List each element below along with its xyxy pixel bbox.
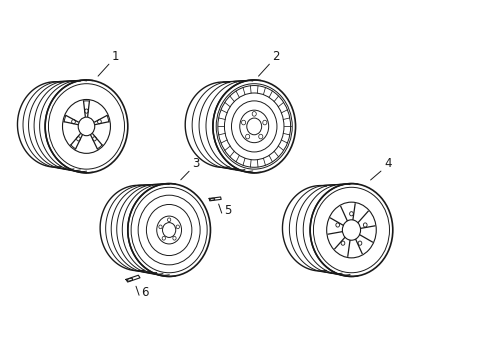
- Text: 6: 6: [141, 286, 148, 299]
- Text: 4: 4: [384, 157, 391, 170]
- Text: 3: 3: [192, 157, 199, 170]
- Text: 5: 5: [224, 204, 231, 217]
- Ellipse shape: [216, 84, 291, 169]
- Ellipse shape: [131, 188, 206, 273]
- Text: 2: 2: [272, 50, 279, 63]
- Text: 1: 1: [112, 50, 119, 63]
- Ellipse shape: [49, 84, 124, 169]
- Ellipse shape: [313, 188, 388, 273]
